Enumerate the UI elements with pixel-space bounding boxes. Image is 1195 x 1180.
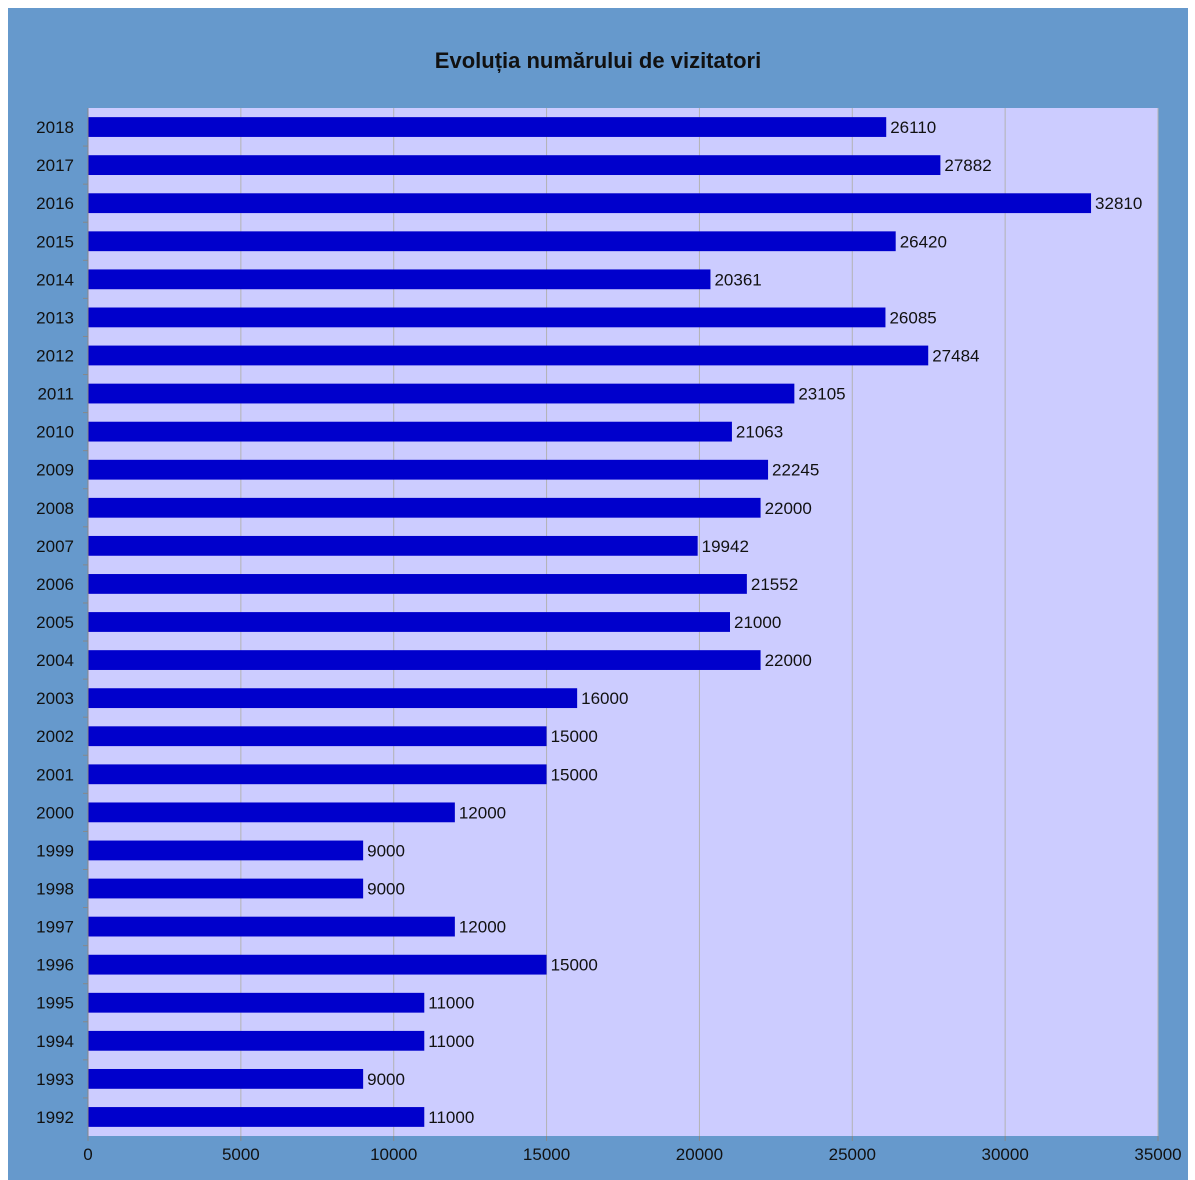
bar-1996 [88, 954, 547, 975]
bar-2010 [88, 421, 732, 442]
data-label: 9000 [367, 880, 405, 899]
data-label: 21063 [736, 423, 783, 442]
y-tick-label: 2006 [36, 575, 74, 594]
y-tick-label: 2003 [36, 689, 74, 708]
bar-2003 [88, 688, 578, 709]
bar-2018 [88, 117, 887, 137]
bar-2011 [88, 383, 795, 404]
bar-2001 [88, 764, 547, 785]
x-tick-label: 20000 [676, 1145, 723, 1164]
data-label: 12000 [459, 803, 506, 822]
bar-2007 [88, 535, 698, 556]
bar-2005 [88, 612, 730, 632]
x-tick-label: 5000 [222, 1145, 260, 1164]
bar-2017 [88, 155, 941, 176]
y-tick-label: 2004 [36, 651, 74, 670]
y-tick-label: 1998 [36, 880, 74, 899]
bar-2004 [88, 650, 761, 670]
x-tick-label: 30000 [982, 1145, 1029, 1164]
data-label: 11000 [428, 994, 474, 1013]
bar-1998 [88, 878, 364, 899]
y-tick-label: 1992 [36, 1108, 74, 1127]
data-label: 16000 [581, 689, 628, 708]
bar-1994 [88, 1030, 425, 1051]
x-tick-label: 35000 [1134, 1145, 1181, 1164]
data-label: 19942 [702, 537, 749, 556]
data-label: 9000 [367, 1070, 405, 1089]
y-tick-label: 2017 [36, 156, 74, 175]
chart-container: Evoluția numărului de vizitatori 26110 27… [8, 8, 1188, 1180]
bar-2000 [88, 802, 455, 823]
chart-title: Evoluția numărului de vizitatori [434, 48, 762, 73]
data-label: 15000 [551, 727, 598, 746]
y-tick-label: 1993 [36, 1070, 74, 1089]
x-tick-label: 10000 [370, 1145, 417, 1164]
data-label: 26110 [890, 118, 936, 137]
y-tick-label: 1995 [36, 994, 74, 1013]
data-label: 27484 [932, 346, 979, 365]
y-tick-label: 1996 [36, 956, 74, 975]
bar-1999 [88, 840, 364, 861]
y-tick-label: 2018 [36, 118, 74, 137]
y-tick-label: 2001 [36, 765, 74, 784]
data-label: 15000 [551, 956, 598, 975]
data-label: 27882 [944, 156, 991, 175]
x-tick-label: 25000 [829, 1145, 876, 1164]
bars: 26110 27882 32810 26420 20361 26085 27484 23105… [88, 117, 1142, 1127]
bar-1997 [88, 916, 455, 937]
bar-chart: 26110 27882 32810 26420 20361 26085 27484 23105… [36, 108, 1182, 1164]
data-label: 20361 [714, 270, 761, 289]
axes: 0 5000 10000 15000 20000 25000 30000 35000 2018 2… [36, 108, 1182, 1164]
bar-1992 [88, 1107, 425, 1127]
y-tick-label: 2008 [36, 499, 74, 518]
bar-2008 [88, 497, 761, 518]
y-tick-label: 2016 [36, 194, 74, 213]
y-tick-label: 2013 [36, 308, 74, 327]
bar-2016 [88, 193, 1092, 214]
y-tick-label: 1994 [36, 1032, 74, 1051]
y-tick-label: 2000 [36, 803, 74, 822]
y-tick-label: 1999 [36, 841, 74, 860]
y-tick-label: 2007 [36, 537, 74, 556]
y-tick-label: 1997 [36, 918, 74, 937]
bar-2014 [88, 269, 711, 290]
data-label: 23105 [798, 385, 845, 404]
y-tick-label: 2005 [36, 613, 74, 632]
y-tick-label: 2015 [36, 232, 74, 251]
bar-2006 [88, 574, 747, 594]
bar-1993 [88, 1068, 364, 1089]
bar-2002 [88, 726, 547, 747]
data-label: 22000 [765, 499, 812, 518]
bar-1995 [88, 992, 425, 1013]
data-label: 15000 [551, 765, 598, 784]
data-label: 22245 [772, 461, 819, 480]
data-label: 21552 [751, 575, 798, 594]
y-tick-label: 2002 [36, 727, 74, 746]
data-label: 11000 [428, 1032, 474, 1051]
data-label: 9000 [367, 841, 405, 860]
bar-2013 [88, 307, 886, 328]
y-tick-label: 2010 [36, 423, 74, 442]
bar-2012 [88, 345, 929, 366]
data-label: 22000 [765, 651, 812, 670]
data-label: 26085 [889, 308, 936, 327]
data-label: 11000 [428, 1108, 474, 1127]
y-tick-label: 2014 [36, 270, 74, 289]
y-tick-label: 2012 [36, 346, 74, 365]
x-tick-label: 15000 [523, 1145, 570, 1164]
y-tick-label: 2009 [36, 461, 74, 480]
data-label: 26420 [900, 232, 947, 251]
bar-2015 [88, 231, 896, 252]
data-label: 21000 [734, 613, 781, 632]
y-tick-label: 2011 [37, 385, 74, 404]
data-label: 32810 [1095, 194, 1142, 213]
data-label: 12000 [459, 918, 506, 937]
bar-2009 [88, 459, 769, 480]
x-tick-label: 0 [83, 1145, 92, 1164]
